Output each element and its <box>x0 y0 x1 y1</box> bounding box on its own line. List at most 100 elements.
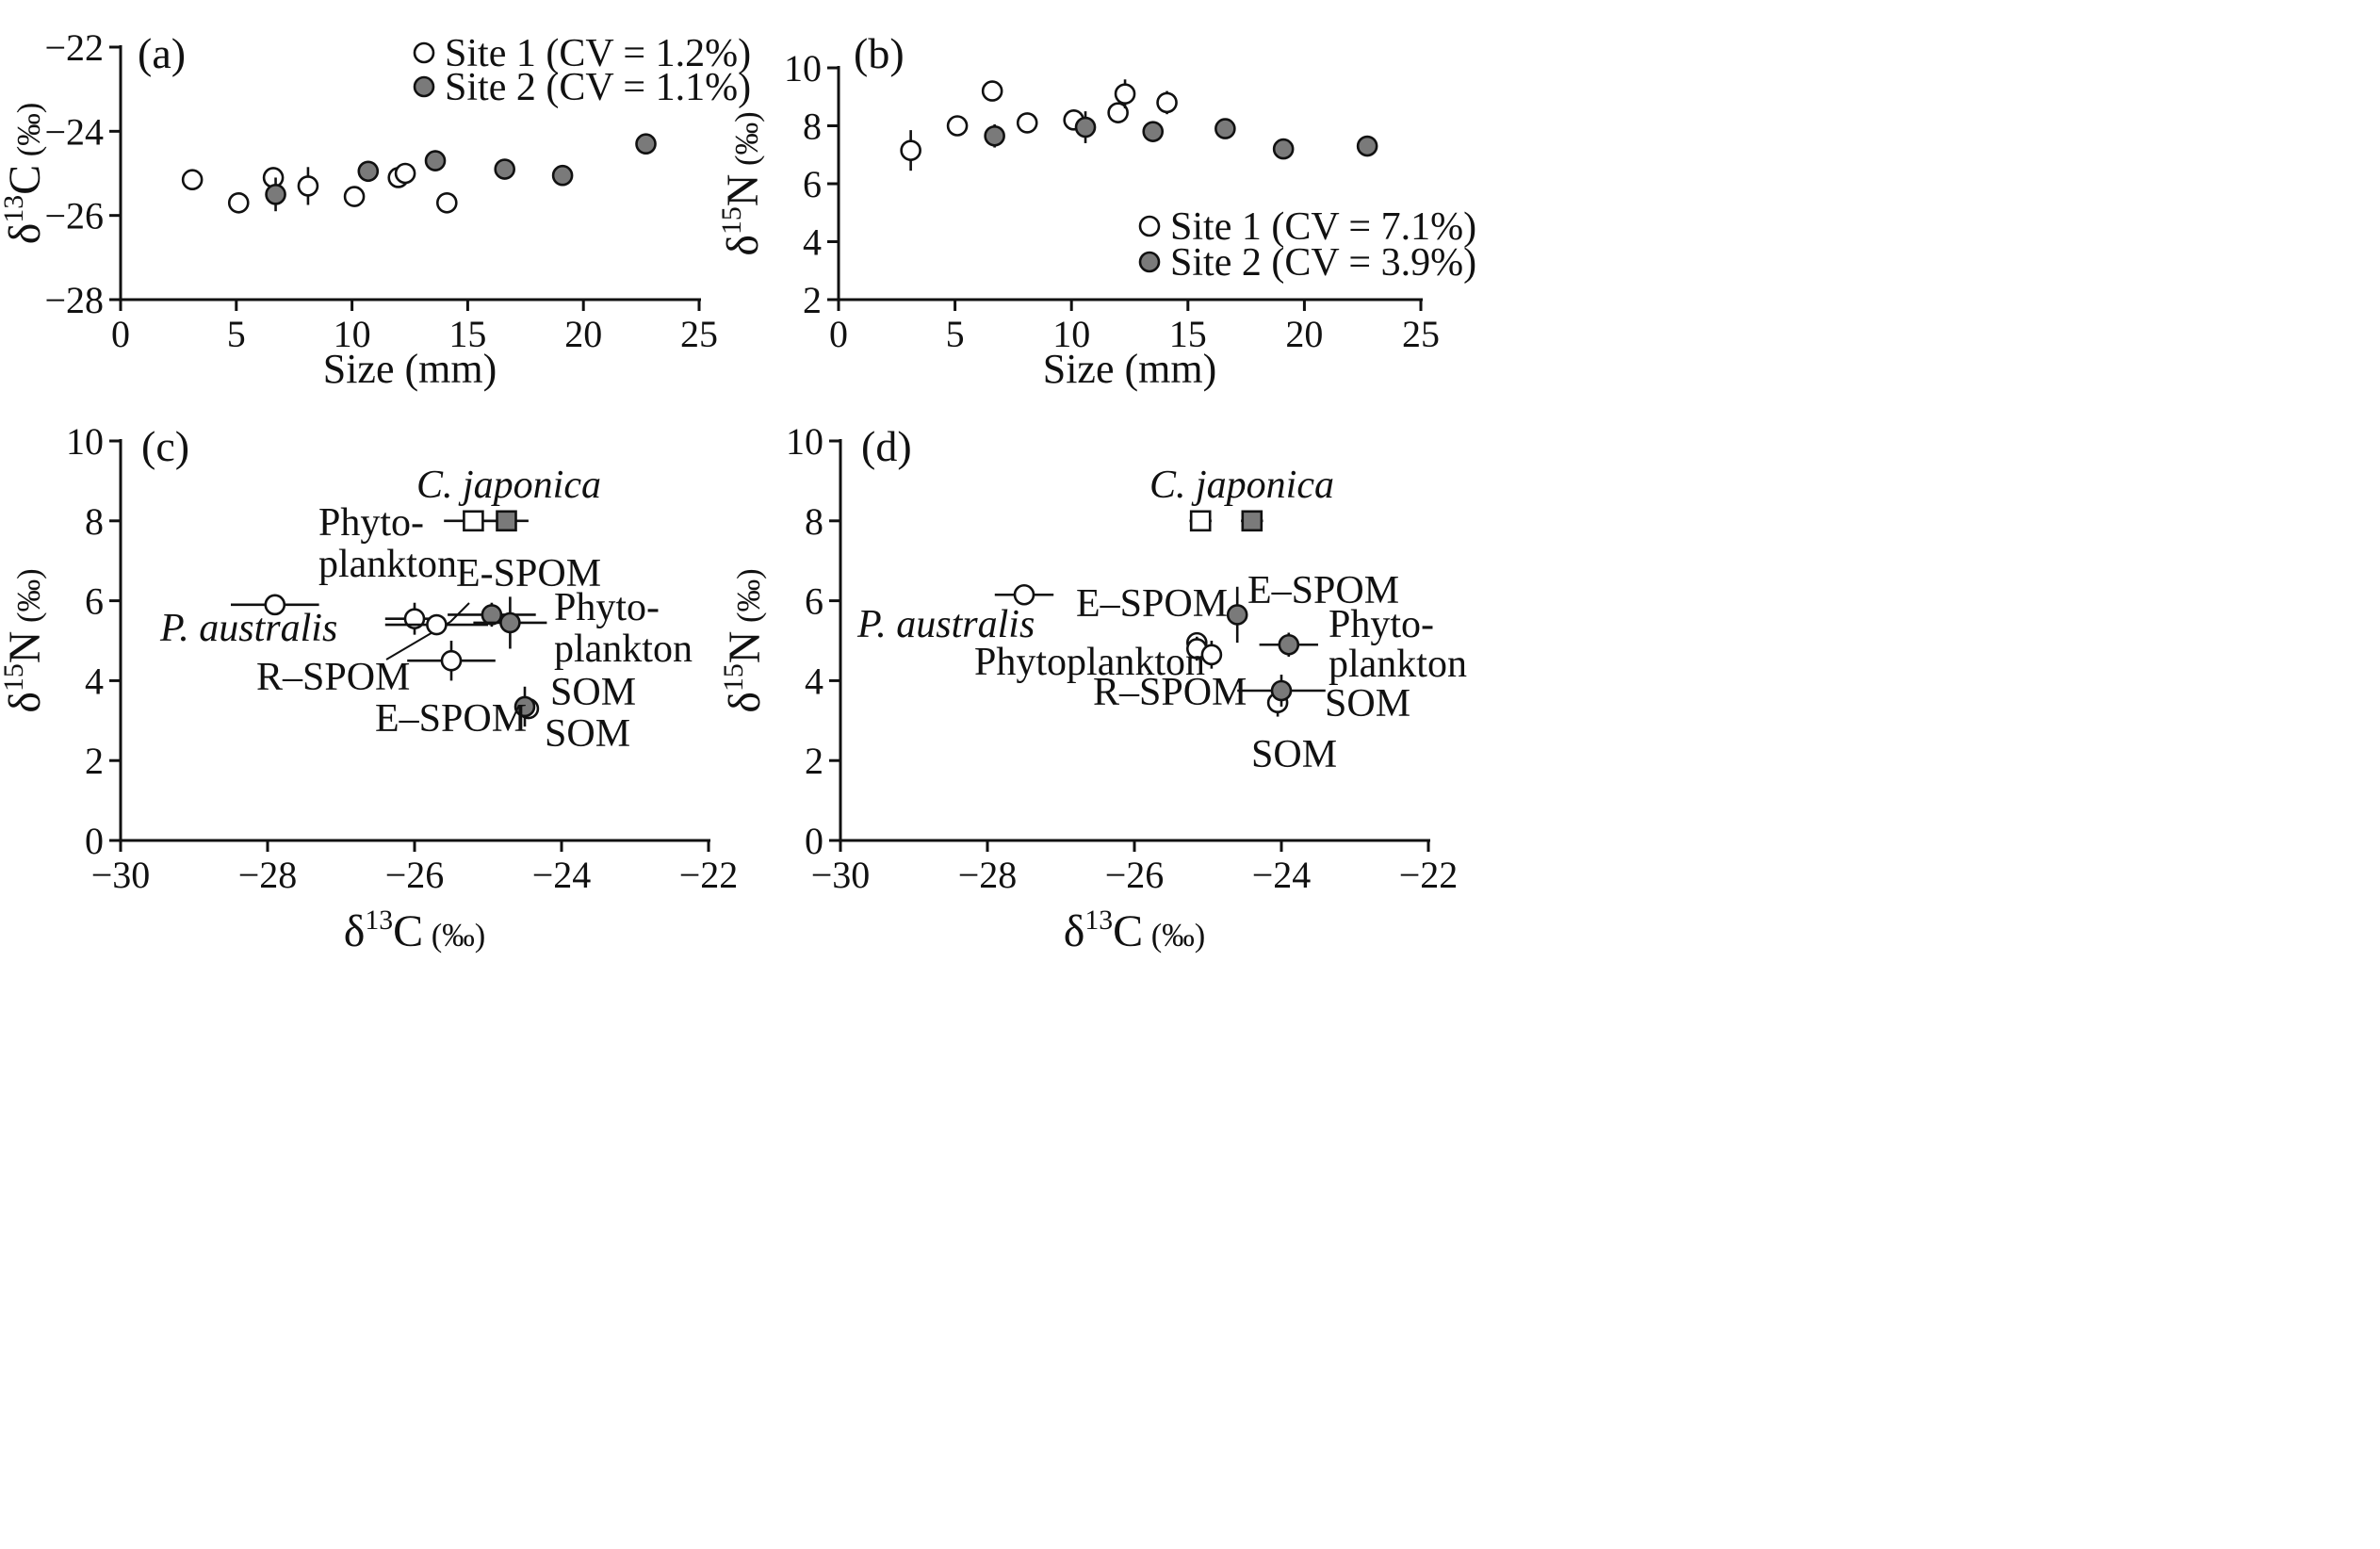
y-tick-label: 2 <box>805 740 823 782</box>
annotation-label: Phyto- <box>318 501 424 545</box>
x-tick-label: 20 <box>564 313 602 355</box>
data-point <box>403 608 426 629</box>
annotation-label: C. japonica <box>1149 464 1334 507</box>
annotation-label: Phyto- <box>1329 603 1434 646</box>
annotation-label: P. australis <box>856 603 1035 646</box>
legend-marker <box>1138 251 1161 273</box>
y-tick-label: 6 <box>85 580 104 623</box>
data-point <box>264 594 286 616</box>
x-tick-label: −24 <box>532 854 592 896</box>
annotation-label: E–SPOM <box>1247 569 1399 612</box>
x-tick-label: −26 <box>1105 854 1165 896</box>
x-tick-label: −30 <box>811 854 871 896</box>
x-axis-label: δ13C (‰) <box>344 905 486 956</box>
data-point <box>1107 102 1129 123</box>
panel-a: 0 5 10 15 20 25 −28 −26 −24 −22 Size (mm) δ13C (‰) (… <box>0 26 751 392</box>
legend-label: Site 1 (CV = 7.1%) <box>1170 205 1476 249</box>
annotation-label: SOM <box>545 712 630 756</box>
annotation-label: E–SPOM <box>1076 582 1228 626</box>
data-point <box>1272 138 1295 160</box>
y-axis-label: δ15N (‰) <box>716 111 768 255</box>
data-point <box>635 133 657 155</box>
legend-marker <box>413 75 435 98</box>
y-tick-label: 10 <box>784 47 822 90</box>
panel-c: −30 −28 −26 −24 −22 0 2 4 6 8 10 δ13C (‰) δ15N (‰) (c… <box>0 420 738 956</box>
annotation-label: P. australis <box>159 607 337 650</box>
data-point <box>513 695 536 718</box>
data-point <box>426 613 448 636</box>
data-point <box>343 186 366 207</box>
annotation-label: E-SPOM <box>456 552 601 595</box>
x-tick-label: −22 <box>679 854 739 896</box>
x-tick-label: 10 <box>334 313 371 355</box>
data-point <box>494 158 515 180</box>
y-tick-label: 2 <box>803 279 822 321</box>
data-point <box>1156 91 1178 114</box>
x-tick-label: −28 <box>958 854 1018 896</box>
data-point <box>981 80 1003 102</box>
annotation-label: SOM <box>1251 733 1337 776</box>
legend-label: Site 2 (CV = 1.1%) <box>445 66 751 109</box>
data-point <box>424 150 447 171</box>
y-tick-label: 8 <box>805 500 823 543</box>
data-point <box>1278 633 1300 656</box>
panel-d: −30 −28 −26 −24 −22 0 2 4 6 8 10 δ13C (‰) δ15N (‰) (d… <box>718 420 1467 956</box>
data-point-square <box>1189 510 1212 532</box>
x-tick-label: 25 <box>680 313 718 355</box>
x-tick-label: −24 <box>1252 854 1312 896</box>
legend-marker <box>413 41 435 64</box>
data-point <box>357 160 380 183</box>
data-point <box>1142 121 1165 142</box>
data-point <box>440 649 463 672</box>
data-point <box>1270 679 1293 702</box>
data-point <box>984 124 1005 147</box>
y-tick-label: −26 <box>44 195 104 237</box>
y-tick-label: 4 <box>803 221 822 264</box>
annotation-label: SOM <box>550 671 636 714</box>
data-point <box>227 191 250 214</box>
y-tick-label: 6 <box>805 580 823 623</box>
annotation-label: R–SPOM <box>1093 671 1247 714</box>
annotation-label: R–SPOM <box>256 656 410 699</box>
x-tick-label: 15 <box>448 313 486 355</box>
data-point <box>297 175 319 197</box>
leader-line <box>449 602 470 623</box>
y-tick-label: 0 <box>85 820 104 862</box>
y-tick-label: 6 <box>803 163 822 205</box>
y-tick-label: −28 <box>44 279 104 321</box>
x-tick-label: −28 <box>238 854 298 896</box>
panel-label: (d) <box>861 422 912 470</box>
x-tick-label: 0 <box>829 313 848 355</box>
data-point <box>900 139 921 161</box>
data-point <box>435 191 458 214</box>
data-point-square <box>1241 510 1263 532</box>
y-tick-label: 8 <box>803 106 822 148</box>
annotation-label: E–SPOM <box>375 697 527 741</box>
annotation-label: plankton <box>318 543 457 586</box>
y-tick-label: −24 <box>44 110 104 153</box>
x-tick-label: 15 <box>1169 313 1207 355</box>
annotation-label: Phytoplankton <box>974 641 1205 684</box>
panel-label: (c) <box>141 422 189 470</box>
y-tick-label: 2 <box>85 740 104 782</box>
y-tick-label: 4 <box>85 660 104 702</box>
x-tick-label: 25 <box>1402 313 1440 355</box>
y-axis-label: δ15N (‰) <box>0 568 50 712</box>
x-tick-label: 10 <box>1052 313 1090 355</box>
x-tick-label: −22 <box>1399 854 1459 896</box>
x-axis-label: Size (mm) <box>323 346 497 392</box>
data-point <box>1013 583 1035 606</box>
data-point <box>1114 83 1136 105</box>
data-point <box>1226 604 1248 626</box>
legend-marker <box>1138 215 1161 237</box>
x-axis-label: Size (mm) <box>1043 346 1217 392</box>
x-tick-label: 0 <box>111 313 130 355</box>
legend-label: Site 1 (CV = 1.2%) <box>445 32 751 75</box>
y-tick-label: 4 <box>805 660 823 702</box>
data-point <box>265 184 286 205</box>
data-point-square <box>463 510 484 532</box>
x-axis-label: δ13C (‰) <box>1064 905 1206 956</box>
legend-label: Site 2 (CV = 3.9%) <box>1170 241 1476 285</box>
